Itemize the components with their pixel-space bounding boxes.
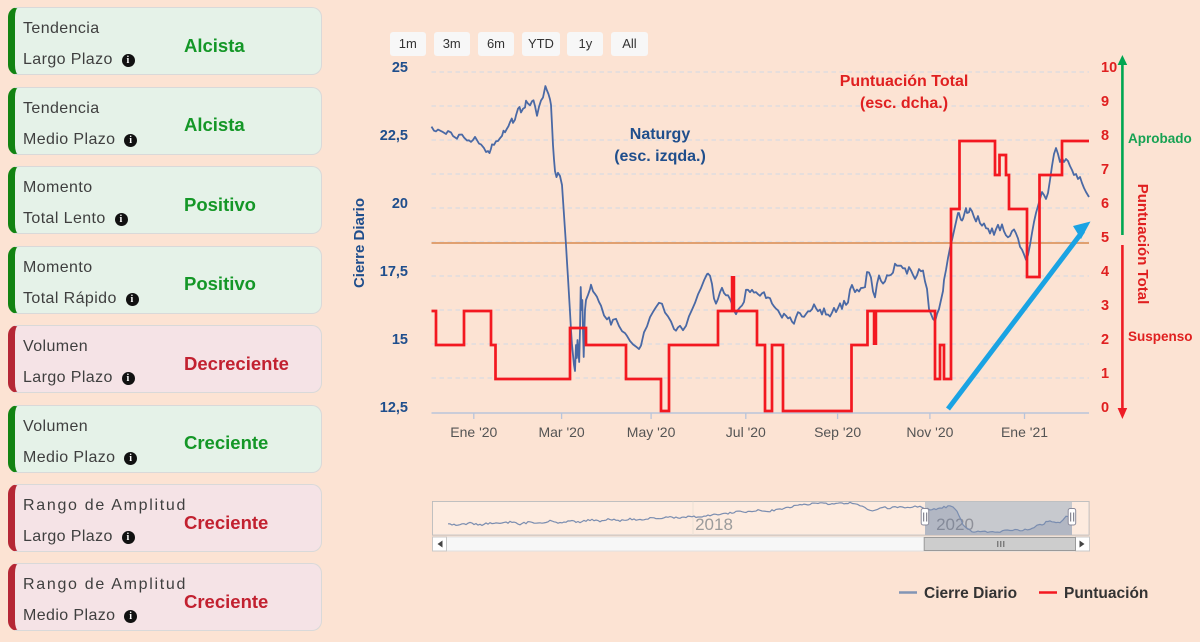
svg-text:Cierre Diario: Cierre Diario bbox=[351, 198, 368, 288]
svg-text:5: 5 bbox=[1101, 230, 1109, 246]
svg-text:Suspenso: Suspenso bbox=[1128, 329, 1193, 344]
svg-text:9: 9 bbox=[1101, 94, 1109, 110]
svg-text:10: 10 bbox=[1101, 60, 1117, 76]
svg-text:4: 4 bbox=[1101, 264, 1109, 280]
svg-text:(esc. dcha.): (esc. dcha.) bbox=[860, 95, 948, 112]
svg-text:Sep '20: Sep '20 bbox=[814, 424, 861, 440]
svg-text:0: 0 bbox=[1101, 400, 1109, 416]
svg-text:8: 8 bbox=[1101, 128, 1109, 144]
svg-text:2020: 2020 bbox=[936, 515, 974, 534]
svg-text:1: 1 bbox=[1101, 366, 1109, 382]
svg-text:15: 15 bbox=[392, 332, 408, 348]
svg-text:25: 25 bbox=[392, 60, 408, 76]
svg-text:2018: 2018 bbox=[695, 515, 733, 534]
svg-text:Cierre Diario: Cierre Diario bbox=[924, 585, 1017, 602]
svg-text:2: 2 bbox=[1101, 332, 1109, 348]
svg-text:Nov '20: Nov '20 bbox=[906, 424, 953, 440]
svg-text:7: 7 bbox=[1101, 162, 1109, 178]
svg-text:Puntuación: Puntuación bbox=[1064, 585, 1148, 602]
svg-text:Jul '20: Jul '20 bbox=[726, 424, 766, 440]
svg-text:(esc. izqda.): (esc. izqda.) bbox=[614, 148, 706, 165]
svg-text:Mar '20: Mar '20 bbox=[538, 424, 584, 440]
svg-text:12,5: 12,5 bbox=[380, 400, 408, 416]
svg-text:Ene '20: Ene '20 bbox=[450, 424, 497, 440]
svg-text:20: 20 bbox=[392, 196, 408, 212]
svg-text:Puntuación Total: Puntuación Total bbox=[840, 73, 969, 90]
svg-text:Aprobado: Aprobado bbox=[1128, 131, 1192, 146]
svg-text:3: 3 bbox=[1101, 298, 1109, 314]
svg-text:Ene '21: Ene '21 bbox=[1001, 424, 1048, 440]
svg-text:Puntuación Total: Puntuación Total bbox=[1134, 184, 1151, 305]
svg-text:Naturgy: Naturgy bbox=[630, 126, 691, 143]
svg-text:May '20: May '20 bbox=[627, 424, 676, 440]
svg-text:22,5: 22,5 bbox=[380, 128, 408, 144]
svg-text:6: 6 bbox=[1101, 196, 1109, 212]
svg-text:17,5: 17,5 bbox=[380, 264, 408, 280]
